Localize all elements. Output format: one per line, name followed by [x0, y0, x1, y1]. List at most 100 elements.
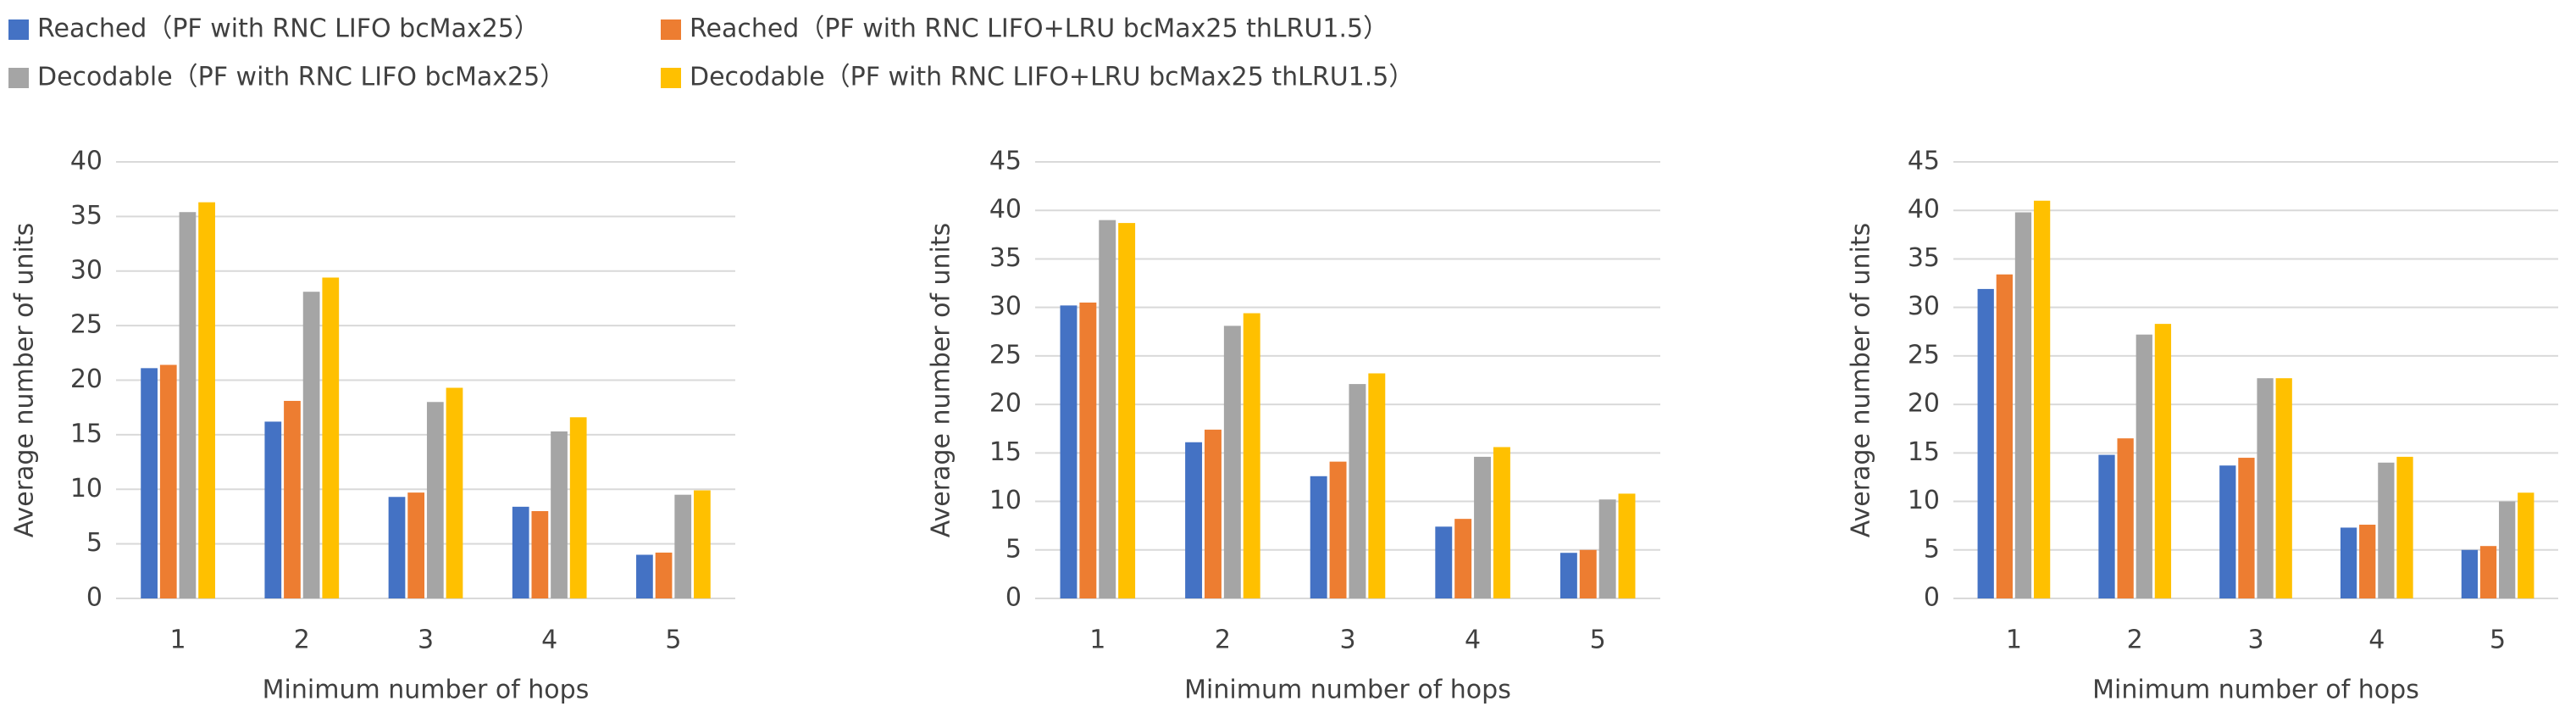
legend-label: Decodable（PF with RNC LIFO+LRU bcMax25 t… — [690, 63, 1414, 92]
bar — [636, 554, 653, 598]
bar — [2033, 200, 2051, 598]
bar — [1060, 305, 1077, 598]
bar — [1223, 325, 1241, 598]
y-tick-label: 0 — [1924, 583, 1940, 613]
bar — [2396, 456, 2413, 598]
bar — [322, 277, 340, 598]
bar — [1474, 456, 1492, 598]
y-axis-title: Average number of units — [10, 223, 40, 538]
bar — [2117, 438, 2134, 598]
bar — [2479, 546, 2497, 598]
bar — [2378, 462, 2395, 598]
y-tick-label: 15 — [989, 437, 1022, 467]
bar — [2219, 465, 2236, 598]
bar — [1310, 476, 1327, 598]
y-tick-label: 15 — [1908, 437, 1940, 467]
bar — [264, 421, 282, 598]
bar — [2499, 501, 2516, 598]
x-tick-label: 2 — [1215, 626, 1231, 655]
bar — [1079, 302, 1097, 598]
y-axis-title: Average number of units — [927, 223, 956, 538]
legend-swatch — [8, 68, 29, 88]
bar — [1349, 384, 1366, 598]
bar — [1185, 442, 1203, 598]
bar — [2257, 378, 2274, 598]
x-tick-label: 3 — [2247, 626, 2263, 655]
legend-label: Decodable（PF with RNC LIFO bcMax25） — [37, 63, 565, 92]
bar — [1243, 313, 1260, 598]
bar — [1996, 274, 2013, 598]
x-tick-label: 5 — [2490, 626, 2506, 655]
x-tick-label: 2 — [294, 626, 310, 655]
bar — [1329, 461, 1347, 598]
bar — [1368, 373, 1386, 598]
x-tick-label: 3 — [418, 626, 434, 655]
y-tick-label: 15 — [70, 419, 102, 448]
x-tick-label: 4 — [2368, 626, 2385, 655]
bar — [2518, 492, 2534, 598]
bar — [1099, 220, 1116, 598]
y-tick-label: 30 — [70, 255, 102, 285]
bar — [531, 511, 549, 598]
bar — [2136, 334, 2152, 598]
x-tick-label: 2 — [2127, 626, 2143, 655]
y-tick-label: 10 — [1908, 486, 1940, 515]
bar — [569, 417, 587, 598]
legend-label: Reached（PF with RNC LIFO bcMax25） — [37, 14, 540, 44]
bar — [179, 212, 197, 598]
y-tick-label: 20 — [989, 389, 1022, 419]
y-tick-label: 35 — [1908, 243, 1940, 273]
bar — [2154, 324, 2172, 598]
bar — [446, 387, 463, 598]
y-tick-label: 40 — [1908, 195, 1940, 225]
y-tick-label: 45 — [989, 147, 1022, 176]
bar — [674, 494, 692, 598]
y-tick-label: 25 — [1908, 340, 1940, 370]
bar — [1977, 288, 1994, 598]
x-tick-label: 4 — [541, 626, 557, 655]
y-tick-label: 30 — [989, 292, 1022, 321]
legend-swatch — [661, 68, 681, 88]
y-tick-label: 10 — [989, 486, 1022, 515]
legend-swatch — [8, 19, 29, 40]
bar — [655, 552, 673, 598]
y-tick-label: 5 — [1005, 534, 1022, 564]
bar — [2014, 212, 2032, 598]
legend-swatch — [661, 19, 681, 40]
y-tick-label: 25 — [989, 340, 1022, 370]
y-tick-label: 20 — [70, 364, 102, 394]
y-tick-label: 20 — [1908, 389, 1940, 419]
bar — [407, 492, 425, 598]
bar — [1579, 549, 1597, 598]
bar — [1118, 223, 1136, 598]
legend-label: Reached（PF with RNC LIFO+LRU bcMax25 thL… — [690, 14, 1388, 44]
x-tick-label: 4 — [1465, 626, 1481, 655]
y-tick-label: 5 — [86, 528, 102, 558]
bar — [694, 490, 711, 598]
x-tick-label: 1 — [1089, 626, 1105, 655]
bar — [2098, 454, 2115, 598]
bar — [302, 292, 320, 598]
y-tick-label: 25 — [70, 310, 102, 340]
bar — [284, 400, 301, 598]
y-tick-label: 0 — [86, 583, 102, 613]
x-tick-label: 1 — [170, 626, 186, 655]
bar — [1435, 526, 1453, 598]
y-axis-title: Average number of units — [1847, 223, 1876, 538]
x-axis-title: Minimum number of hops — [2092, 676, 2419, 705]
bar — [1598, 499, 1616, 598]
bar — [2359, 525, 2376, 598]
y-tick-label: 10 — [70, 474, 102, 503]
bar — [2340, 527, 2357, 598]
y-tick-label: 40 — [989, 195, 1022, 225]
x-tick-label: 5 — [665, 626, 681, 655]
bar — [2461, 549, 2479, 598]
bar — [1493, 447, 1510, 598]
bar — [426, 402, 444, 598]
y-tick-label: 0 — [1005, 583, 1022, 613]
y-tick-label: 30 — [1908, 292, 1940, 321]
bar — [551, 431, 568, 598]
x-tick-label: 3 — [1339, 626, 1355, 655]
bar — [2275, 378, 2292, 598]
